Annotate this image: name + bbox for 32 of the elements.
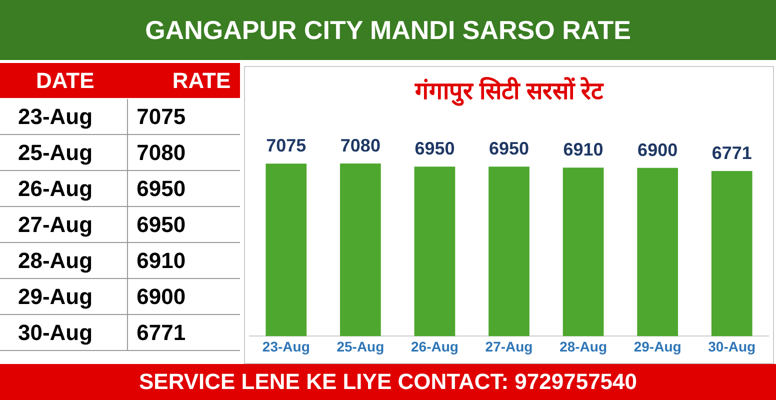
text: 27-Aug 6950 — [0, 207, 240, 243]
bar — [266, 164, 307, 336]
x-tick-label: 29-Aug — [634, 338, 682, 354]
text: 25-Aug 7080 — [0, 135, 240, 171]
x-tick-label: 28-Aug — [560, 338, 608, 354]
text: 26-Aug 6950 — [0, 171, 240, 207]
text: DATE RATE — [0, 63, 240, 99]
text: 23-Aug 7075 — [0, 99, 240, 135]
x-tick-label: 26-Aug — [410, 338, 458, 354]
text: 29-Aug 6900 — [0, 279, 240, 315]
bar — [414, 166, 456, 336]
data-label: 6950 — [488, 138, 530, 159]
data-label: 6910 — [563, 140, 604, 160]
text: 30-Aug 6771 — [0, 315, 240, 351]
data-label: 7080 — [340, 135, 380, 156]
bar — [711, 170, 752, 336]
data-label: 6900 — [638, 140, 678, 160]
data-label: 6771 — [712, 142, 752, 163]
bar — [637, 168, 678, 336]
x-tick-label: 25-Aug — [336, 338, 384, 354]
data-label: 6950 — [414, 138, 455, 159]
x-tick-label: 30-Aug — [708, 338, 756, 354]
bar — [340, 163, 381, 336]
text: 28-Aug 6910 — [0, 243, 240, 279]
text: SERVICE LENE KE LIYE CONTACT: 9729757540 — [0, 364, 776, 400]
x-tick-label: 23-Aug — [262, 338, 310, 354]
text: GANGAPUR CITY MANDI SARSO RATE — [0, 0, 776, 63]
bar — [488, 166, 530, 336]
chart-title: गंगापुर सिटी सरसों रेट — [414, 76, 605, 106]
x-tick-label: 27-Aug — [485, 338, 533, 354]
data-label: 7075 — [266, 136, 306, 156]
bar — [562, 168, 604, 336]
